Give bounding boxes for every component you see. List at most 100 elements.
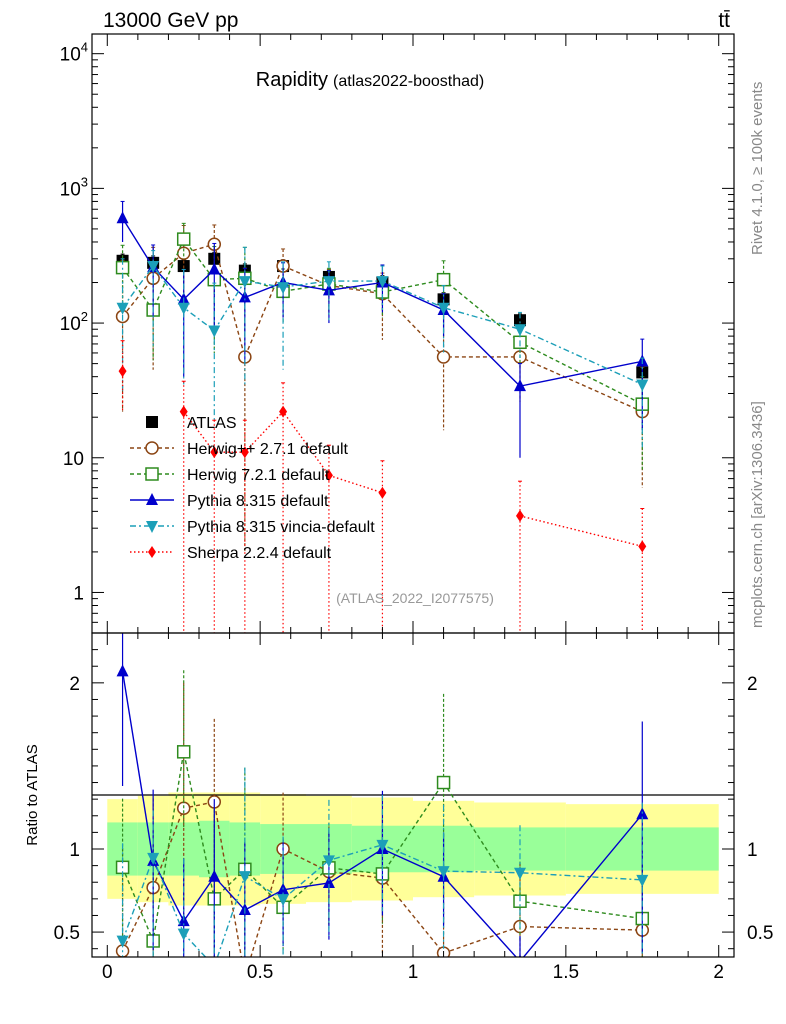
ratio-y-tick-label: 1 [69, 840, 80, 861]
ratio-y-tick-label: 2 [69, 674, 80, 695]
data-point [241, 1002, 249, 1014]
legend-label: Pythia 8.315 vincia-default [187, 519, 375, 536]
legend-entry: Sherpa 2.2.4 default [130, 545, 332, 562]
data-point [146, 493, 158, 505]
legend: ATLAS Herwig++ 2.7.1 default Herwig 7.2.1 … [130, 415, 375, 562]
data-point [277, 894, 290, 907]
data-point [514, 314, 526, 327]
x-tick-label: 2 [713, 962, 724, 983]
data-point [636, 379, 649, 392]
data-point [116, 302, 129, 315]
rivet-version-label: Rivet 4.1.0, ≥ 100k events [749, 82, 766, 255]
x-tick-label: 0 [102, 962, 113, 983]
data-point [376, 839, 389, 852]
data-point [146, 521, 158, 533]
data-point [118, 365, 127, 378]
y-tick-label: 103 [60, 174, 88, 200]
title-text: Rapidity [256, 69, 328, 91]
plot-title: Rapidity (atlas2022-boosthad) [256, 69, 484, 91]
data-point [210, 1003, 218, 1015]
data-point [322, 855, 335, 868]
data-point [176, 745, 191, 759]
x-tick-label: 1.5 [553, 962, 579, 983]
data-point [436, 272, 451, 287]
data-point [516, 1003, 524, 1015]
data-point [322, 283, 335, 296]
x-tick-label: 0.5 [247, 962, 273, 983]
data-point [378, 1005, 386, 1017]
series-2 [115, 222, 650, 471]
ratio-axis-label: Ratio to ATLAS [24, 744, 41, 845]
data-point [514, 324, 526, 337]
ratio-y-tick-label-right: 1 [747, 840, 758, 861]
data-point [322, 276, 335, 289]
data-point [516, 509, 524, 522]
y-tick-exponent: 3 [81, 174, 88, 189]
data-point [238, 276, 251, 289]
data-point [176, 232, 191, 246]
data-point [279, 405, 288, 418]
ratio-y-tick-label: 0.5 [54, 923, 80, 944]
ratio-series-layer [115, 633, 650, 1017]
ratio-series-4 [116, 767, 649, 973]
legend-label: Pythia 8.315 default [187, 493, 329, 510]
y-tick-base: 10 [60, 179, 81, 200]
data-point [208, 325, 221, 338]
y-tick-label: 102 [60, 309, 88, 335]
ratio-uncertainty-bands [107, 792, 719, 906]
legend-label: Herwig++ 2.7.1 default [187, 441, 349, 458]
main-plot-frame [91, 33, 735, 634]
data-point [238, 871, 251, 884]
x-tick-label: 1 [408, 962, 419, 983]
legend-label: Herwig 7.2.1 default [187, 467, 330, 484]
legend-label: ATLAS [187, 415, 237, 432]
data-point [177, 302, 190, 315]
data-point [208, 961, 220, 973]
data-point [376, 276, 389, 289]
series-line [183, 410, 383, 494]
data-point [208, 869, 221, 882]
data-point [518, 954, 522, 957]
data-point [208, 262, 221, 275]
legend-entry: Pythia 8.315 default [130, 493, 329, 510]
data-point [279, 995, 287, 1007]
data-point [147, 852, 160, 865]
series-line [519, 515, 643, 548]
data-point [116, 935, 129, 948]
legend-entry: Pythia 8.315 vincia-default [130, 519, 375, 536]
main-series-layer [115, 200, 650, 633]
data-point [437, 302, 450, 315]
y-tick-label: 104 [60, 40, 88, 66]
y-tick-base: 10 [60, 314, 81, 335]
data-point [145, 467, 159, 481]
data-point [148, 546, 156, 558]
data-point [116, 211, 129, 224]
data-point [638, 1001, 646, 1013]
data-point [238, 290, 251, 303]
y-tick-base: 10 [60, 45, 81, 66]
y-tick-exponent: 4 [81, 40, 88, 55]
data-point [514, 379, 526, 392]
legend-entry: ATLAS [146, 415, 237, 432]
data-point [210, 446, 219, 459]
ratio-y-tick-label-right: 2 [747, 674, 758, 695]
data-point [322, 875, 335, 888]
series-line [184, 1001, 383, 1010]
data-point [179, 405, 188, 418]
data-point [436, 350, 451, 364]
analysis-id-label: (ATLAS_2022_I2077575) [336, 590, 494, 606]
data-point [119, 984, 127, 996]
y-tick-exponent: 2 [81, 309, 88, 324]
series-line [520, 1007, 642, 1010]
y-tick-label: 10 [63, 449, 84, 470]
data-point [177, 928, 190, 941]
data-point [378, 486, 387, 499]
mcplots-reference-label: mcplots.cern.ch [arXiv:1306.3436] [749, 401, 766, 628]
legend-entry: Herwig++ 2.7.1 default [130, 441, 349, 458]
data-point [277, 282, 290, 295]
energy-label: 13000 GeV pp [103, 9, 238, 32]
data-point [116, 664, 129, 677]
series-line [122, 237, 643, 405]
